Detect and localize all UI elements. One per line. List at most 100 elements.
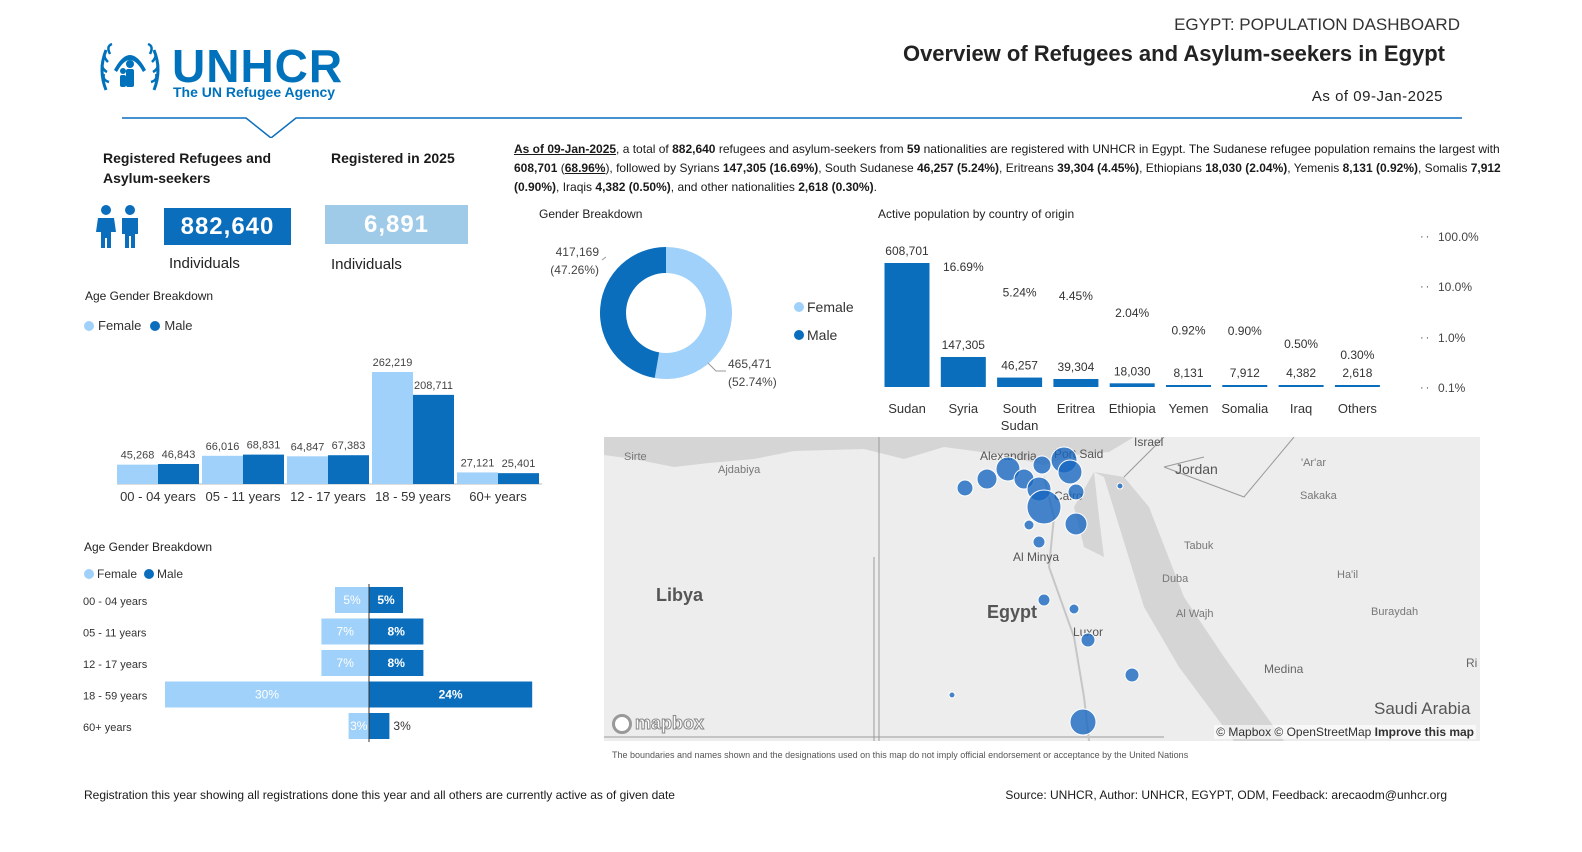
pyramid-bar-male	[369, 713, 390, 739]
map-label-hail: Ha'il	[1337, 569, 1359, 581]
age-bar-label: 262,219	[373, 357, 413, 369]
age-bar-label: 68,831	[247, 440, 281, 452]
map-bubble[interactable]	[948, 691, 956, 699]
donut-legend-female: Female	[794, 293, 854, 321]
country-category-label: Yemen	[1169, 401, 1209, 416]
map-bubble[interactable]	[1116, 482, 1124, 490]
map-base	[604, 437, 1480, 741]
registered-kpi-label: Registered Refugees and Asylum-seekers	[103, 150, 272, 186]
country-value-label: 39,304	[1058, 360, 1095, 374]
registered-kpi-unit: Individuals	[169, 255, 240, 272]
gender-donut-chart: 465,471 (52.74%) 417,169 (47.26%)	[550, 245, 777, 389]
map-label-al-wajh: Al Wajh	[1176, 608, 1214, 620]
map-bubble[interactable]	[1026, 489, 1062, 525]
country-bar	[1334, 385, 1380, 387]
age-bar-label: 208,711	[414, 380, 453, 392]
map-label-jordan: Jordan	[1175, 461, 1218, 477]
donut-leader-female	[707, 362, 726, 372]
country-bar	[1222, 385, 1268, 387]
donut-label-male-pct: (47.26%)	[550, 263, 599, 277]
age-bar-female	[202, 455, 243, 484]
improve-map-link[interactable]: Improve this map	[1374, 725, 1474, 739]
unhcr-emblem-icon	[100, 42, 160, 91]
donut-slice-female	[654, 247, 732, 379]
age-bar-label: 67,383	[332, 440, 366, 452]
age-bar-female	[117, 464, 158, 484]
footer-note: Registration this year showing all regis…	[84, 788, 675, 802]
age-gender-pyramid-chart: 00 - 04 years 5% 5% 05 - 11 years 7% 8% 12 - 1…	[83, 584, 533, 742]
map-label-libya: Libya	[656, 585, 704, 605]
pyramid-category-label: 00 - 04 years	[83, 596, 148, 608]
age-category-label: 60+ years	[469, 489, 527, 504]
donut-label-female-pct: (52.74%)	[728, 375, 777, 389]
map-bubble[interactable]	[1032, 455, 1052, 475]
country-percent-label: 5.24%	[1003, 285, 1037, 299]
donut-label-female-value: 465,471	[728, 357, 772, 371]
map-bubble[interactable]	[1032, 535, 1046, 549]
pyramid-label-male: 3%	[393, 719, 411, 733]
country-bar	[997, 377, 1043, 387]
country-bar	[940, 356, 986, 387]
country-bar	[1109, 383, 1155, 387]
country-value-label: 18,030	[1114, 364, 1151, 378]
as-of-date: As of 09-Jan-2025	[1311, 88, 1443, 105]
map-bubble[interactable]	[1023, 519, 1035, 531]
legend-female-label: Female	[97, 567, 138, 581]
map-label-sakaka: Sakaka	[1300, 490, 1337, 502]
country-value-label: 147,305	[942, 338, 986, 352]
map-bubble[interactable]	[1067, 483, 1085, 501]
country-percent-label: 0.90%	[1228, 324, 1262, 338]
pyramid-label-male: 8%	[388, 625, 406, 639]
pyramid-category-label: 60+ years	[83, 722, 132, 734]
pyramid-bar-male	[369, 650, 424, 676]
map-label-arar: 'Ar'ar	[1301, 457, 1326, 469]
age-bar-male	[328, 455, 369, 484]
legend-male-label: Male	[157, 567, 184, 581]
age-bar-female	[457, 472, 498, 484]
country-percent-label: 0.50%	[1284, 337, 1318, 351]
pyramid-bar-male	[369, 681, 533, 708]
country-value-label: 8,131	[1173, 366, 1203, 380]
map-label-duba: Duba	[1162, 573, 1189, 585]
legend-female-label: Female	[98, 318, 142, 333]
refugee-location-map[interactable]: Sirte Ajdabiya Libya Egypt Alexandria Po…	[604, 437, 1480, 741]
map-bubble[interactable]	[956, 479, 974, 497]
pyramid-bar-female	[165, 681, 369, 708]
country-axis-tick: 10.0%	[1438, 280, 1472, 294]
map-label-ajdabiya: Ajdabiya	[718, 464, 761, 476]
map-bubble[interactable]	[995, 456, 1021, 482]
country-category-label: South	[1003, 401, 1037, 416]
country-percent-label: 16.69%	[943, 260, 984, 274]
age-gender-bar-chart: 45,268 46,843 00 - 04 years 66,016 68,831 05 …	[117, 357, 542, 504]
page-title: Overview of Refugees and Asylum-seekers …	[902, 41, 1445, 66]
summary-date: As of 09-Jan-2025	[514, 142, 617, 156]
legend-female-dot	[84, 569, 94, 579]
pyramid-legend: Female Male	[84, 567, 183, 581]
donut-legend-male: Male	[794, 321, 854, 349]
map-label-tabuk: Tabuk	[1184, 540, 1214, 552]
country-axis-dots: ··	[1420, 281, 1431, 293]
pyramid-label-male: 24%	[439, 688, 463, 702]
country-bar	[1053, 378, 1099, 387]
mapbox-icon	[612, 713, 632, 734]
country-axis-tick: 0.1%	[1438, 381, 1466, 395]
map-bubble[interactable]	[1037, 593, 1051, 607]
country-axis-dots: ··	[1420, 231, 1431, 243]
pyramid-label-female: 3%	[350, 719, 368, 733]
map-bubble[interactable]	[976, 468, 998, 490]
age-bars-legend: Female Male	[84, 318, 193, 333]
mapbox-logo[interactable]: mapbox	[612, 713, 705, 734]
map-bubble[interactable]	[1068, 603, 1080, 615]
map-label-medina: Medina	[1264, 662, 1304, 676]
legend-male-dot	[150, 320, 161, 331]
map-bubble[interactable]	[1069, 708, 1097, 736]
map-bubble[interactable]	[1124, 667, 1140, 683]
country-axis-dots: ··	[1420, 332, 1431, 344]
country-category-label: Sudan	[888, 401, 926, 416]
country-bar	[1278, 385, 1324, 387]
logo-wordmark: UNHCR	[172, 40, 344, 92]
map-bubble[interactable]	[1080, 632, 1096, 648]
map-bubble[interactable]	[1057, 459, 1083, 485]
map-bubble[interactable]	[1064, 512, 1088, 536]
map-attribution[interactable]: © Mapbox © OpenStreetMap Improve this ma…	[1214, 725, 1476, 739]
